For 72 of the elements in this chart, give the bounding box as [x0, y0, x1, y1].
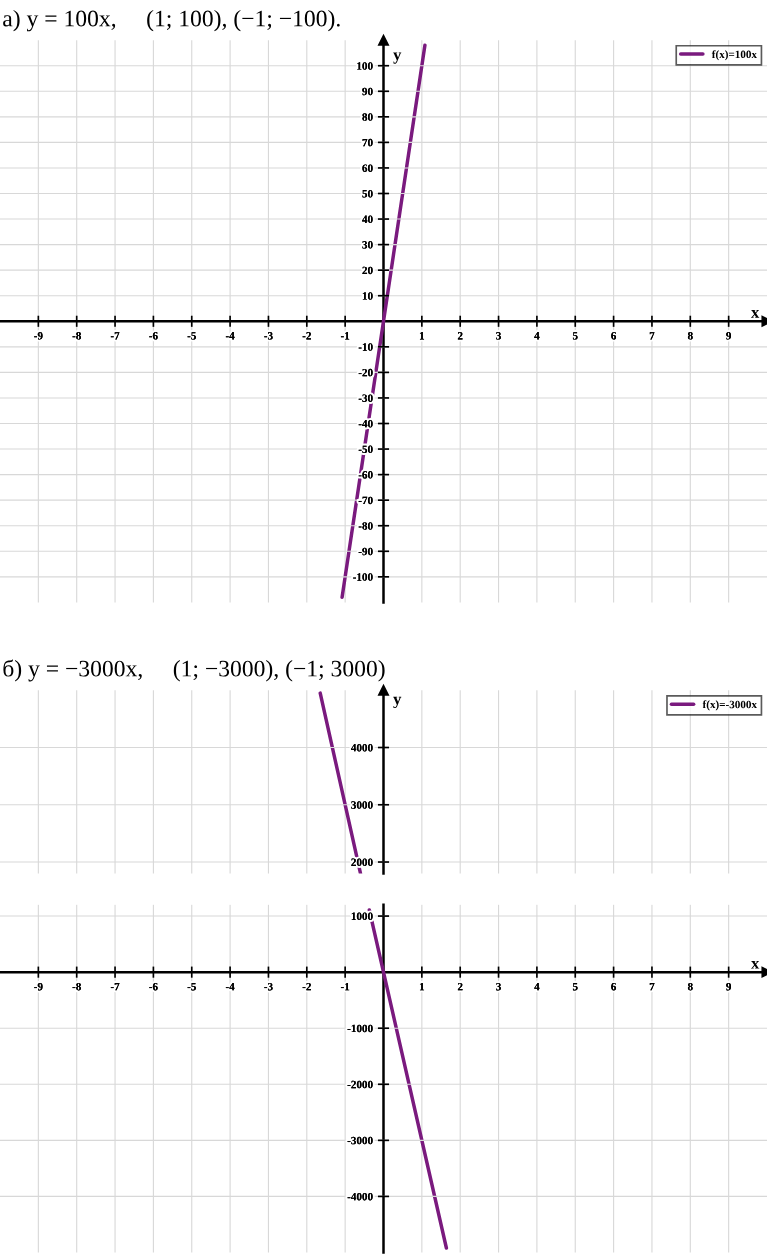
y-tick-label: -70 — [358, 496, 373, 505]
x-tick-label: -4 — [225, 332, 235, 340]
y-tick-label: -100 — [353, 573, 373, 581]
y-tick-label: 60 — [362, 164, 373, 172]
legend-label: f(x)=100x — [711, 50, 757, 61]
y-tick-label: -4000 — [347, 1192, 373, 1201]
y-axis-title: y — [393, 52, 402, 64]
y-tick-label: 90 — [362, 87, 373, 96]
y-tick-label: 70 — [362, 138, 373, 147]
x-tick-label: -2 — [302, 982, 311, 991]
chart-title: б) y = −3000x, (1; −3000), (−1; 3000) — [3, 659, 385, 682]
x-tick-label: 9 — [726, 332, 732, 340]
y-tick-label: 40 — [362, 215, 373, 224]
x-tick-label: 6 — [611, 982, 617, 991]
y-tick-label: -1000 — [347, 1024, 373, 1033]
x-tick-label: 4 — [534, 332, 540, 340]
y-tick-label: -30 — [358, 394, 373, 402]
y-tick-label: -3000 — [347, 1136, 373, 1145]
y-tick-label: 30 — [362, 241, 373, 249]
x-tick-label: -3 — [264, 982, 273, 991]
y-tick-label: 3000 — [351, 801, 373, 809]
y-axis-title: y — [393, 696, 402, 709]
y-tick-label: 20 — [362, 266, 373, 275]
y-tick-label: -2000 — [347, 1080, 373, 1089]
x-tick-label: 8 — [687, 332, 693, 340]
x-tick-label: -5 — [187, 332, 196, 340]
x-tick-label: 5 — [572, 332, 578, 340]
chart-title: а) y = 100x, (1; 100), (−1; −100). — [3, 9, 340, 32]
legend-label: f(x)=-3000x — [702, 700, 757, 711]
x-tick-label: 7 — [649, 332, 655, 340]
x-tick-label: -9 — [34, 982, 43, 991]
y-tick-label: 80 — [362, 113, 373, 121]
x-tick-label: -9 — [34, 332, 43, 340]
x-tick-label: -6 — [149, 982, 158, 991]
y-tick-label: 4000 — [351, 743, 373, 752]
x-tick-label: 9 — [726, 982, 732, 991]
x-tick-label: 5 — [572, 982, 578, 991]
x-axis-title: x — [751, 310, 760, 318]
x-tick-label: 1 — [419, 982, 425, 991]
x-tick-label: -2 — [302, 332, 311, 340]
x-tick-label: 3 — [496, 982, 501, 991]
y-tick-label: 1000 — [351, 912, 373, 921]
y-tick-label: -20 — [358, 368, 373, 377]
y-tick-label: -10 — [358, 343, 373, 351]
x-tick-label: -8 — [72, 332, 81, 340]
y-tick-label: 50 — [362, 189, 373, 198]
x-tick-label: 7 — [649, 982, 655, 991]
x-tick-label: 2 — [457, 982, 463, 991]
x-tick-label: -5 — [187, 982, 196, 991]
x-tick-label: -4 — [225, 982, 235, 991]
y-tick-label: 100 — [357, 62, 373, 70]
x-tick-label: 8 — [687, 982, 693, 991]
x-tick-label: -1 — [340, 982, 350, 991]
x-tick-label: -3 — [264, 332, 273, 340]
y-tick-label: 2000 — [351, 858, 373, 866]
x-tick-label: -7 — [110, 332, 120, 340]
x-axis-title: x — [751, 960, 760, 969]
y-tick-label: 10 — [362, 292, 373, 300]
x-tick-label: 3 — [496, 332, 501, 340]
x-tick-label: -8 — [72, 982, 81, 991]
x-tick-label: -7 — [110, 982, 120, 991]
x-tick-label: 6 — [611, 332, 617, 340]
y-tick-label: -60 — [358, 471, 373, 479]
x-tick-label: -1 — [340, 332, 350, 340]
x-tick-label: -6 — [149, 332, 158, 340]
y-tick-label: -40 — [358, 419, 373, 428]
x-tick-label: 2 — [457, 332, 463, 340]
y-tick-label: -50 — [358, 445, 373, 454]
y-tick-label: -90 — [358, 547, 373, 556]
x-tick-label: 1 — [419, 332, 425, 340]
y-tick-label: -80 — [358, 522, 373, 530]
x-tick-label: 4 — [534, 982, 540, 991]
